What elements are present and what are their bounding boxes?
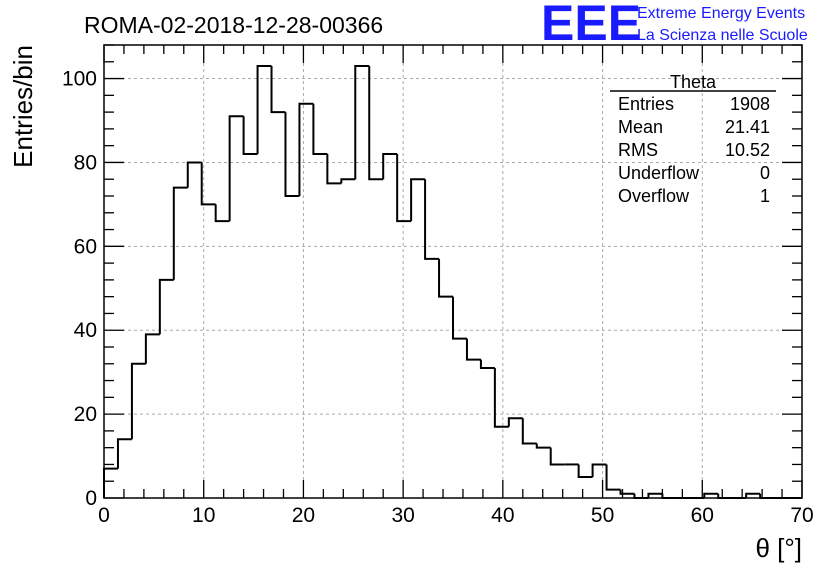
- x-tick-label: 50: [591, 504, 614, 527]
- histogram-bin: [368, 65, 384, 181]
- histogram-bin: [549, 447, 565, 466]
- y-tick-label: 100: [62, 68, 97, 91]
- histogram-bin: [158, 278, 174, 335]
- logo: EEE Extreme Energy Events La Scienza nel…: [541, 0, 808, 51]
- stats-row-value: 1908: [730, 94, 770, 114]
- histogram-bin: [326, 154, 342, 185]
- histogram-bin: [452, 296, 467, 340]
- histogram-bin: [382, 153, 398, 180]
- stats-row-value: 1: [760, 186, 770, 206]
- axis-ticks: [103, 44, 803, 499]
- x-tick-label: 10: [192, 504, 215, 527]
- logo-line-2: La Scienza nelle Scuole: [637, 27, 808, 44]
- histogram-bin: [172, 186, 188, 280]
- histogram-bin: [396, 154, 412, 223]
- histogram-bin: [591, 463, 607, 478]
- histogram-bin: [535, 443, 551, 449]
- histogram-bin: [312, 103, 328, 156]
- histogram-bin: [521, 418, 537, 445]
- histogram-bin: [424, 179, 440, 260]
- histogram-bin: [130, 362, 146, 440]
- y-tick-label: 80: [74, 151, 97, 174]
- x-tick-label: 20: [292, 504, 315, 527]
- histogram-bin: [214, 204, 230, 223]
- histogram-bin: [605, 464, 621, 491]
- histogram-bin: [103, 467, 118, 498]
- histogram-bin: [270, 65, 286, 114]
- histogram-bin: [242, 116, 258, 156]
- y-tick-label: 40: [74, 319, 97, 342]
- y-tick-label: 60: [74, 235, 97, 258]
- logo-mark: EEE: [541, 0, 641, 51]
- x-tick-label: 30: [391, 504, 414, 527]
- histogram-bin: [228, 115, 244, 222]
- stats-row-label: RMS: [618, 140, 658, 160]
- x-tick-label: 40: [491, 504, 514, 527]
- histogram-bin: [745, 492, 761, 498]
- stats-row-value: 21.41: [725, 117, 770, 137]
- stats-rows: Entries 1908 Mean 21.41 RMS 10.52 Underflow 0 Ov…: [618, 94, 770, 206]
- x-tick-label: 60: [691, 504, 714, 527]
- stats-box-title: Theta: [670, 72, 717, 92]
- x-tick-labels: 0 10 20 30 40 50 60 70: [98, 504, 814, 527]
- histogram-bin: [340, 178, 356, 184]
- histogram-bin: [144, 333, 160, 364]
- histogram-series: [103, 64, 802, 499]
- histogram-bin: [438, 258, 453, 298]
- histogram-bin: [298, 102, 314, 196]
- histogram-bin: [186, 161, 202, 188]
- histogram-bin: [284, 112, 300, 197]
- histogram-bin: [354, 64, 370, 180]
- y-tick-label: 20: [74, 403, 97, 426]
- histogram-bin: [507, 417, 523, 427]
- y-axis-label: Entries/bin: [8, 45, 38, 168]
- stats-row-label: Overflow: [618, 186, 690, 206]
- histogram-bin: [116, 438, 132, 469]
- histogram-bin: [703, 492, 719, 498]
- stats-row-label: Entries: [618, 94, 674, 114]
- histogram-bin: [647, 492, 663, 498]
- x-tick-label: 70: [790, 504, 813, 527]
- stats-row-label: Underflow: [618, 163, 700, 183]
- histogram-bin: [410, 178, 426, 222]
- chart-title: ROMA-02-2018-12-28-00366: [84, 12, 383, 38]
- histogram-bin: [200, 162, 216, 206]
- y-tick-labels: 0 20 40 60 80 100: [62, 68, 97, 510]
- x-axis-label: θ [°]: [755, 533, 802, 563]
- grid-lines: [104, 45, 802, 498]
- stats-row-value: 0: [760, 163, 770, 183]
- histogram-bin: [465, 338, 481, 361]
- stats-row-value: 10.52: [725, 140, 770, 160]
- x-tick-label: 0: [98, 504, 110, 527]
- y-tick-label: 0: [85, 487, 97, 510]
- logo-line-1: Extreme Energy Events: [637, 5, 805, 22]
- stats-row-label: Mean: [618, 117, 663, 137]
- histogram-bin: [577, 464, 593, 479]
- histogram-bin: [619, 489, 635, 495]
- histogram-bin: [256, 64, 272, 155]
- stats-box: Theta Entries 1908 Mean 21.41 RMS 10.52 Underf…: [610, 72, 776, 206]
- histogram-bin: [493, 367, 509, 428]
- histogram-bin: [479, 359, 495, 369]
- plot-frame: [103, 44, 803, 499]
